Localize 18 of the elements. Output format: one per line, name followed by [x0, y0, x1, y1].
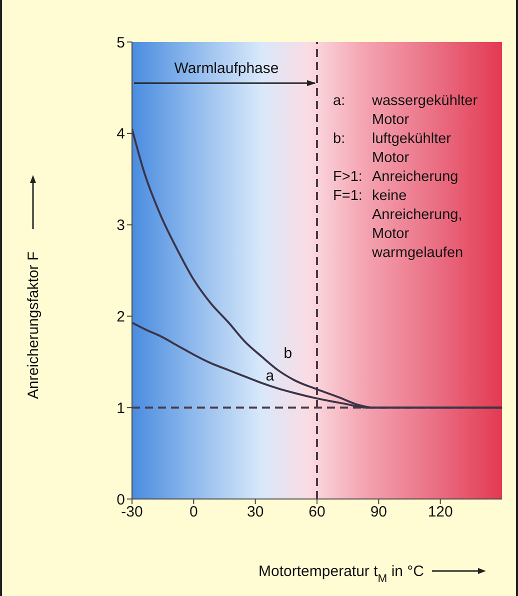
- annotation: F>1: Anreicherung: [333, 168, 460, 187]
- text: b: luftgekühlter Motor: [333, 131, 451, 166]
- x-tick-label: 30: [246, 504, 264, 521]
- x-axis-title: Motortemperatur t$_{M}$ in °C: [258, 563, 424, 585]
- y-tick-label: 3: [116, 217, 125, 234]
- y-axis-title: Anreicherungsfaktor F: [25, 251, 42, 399]
- y-tick-label: 2: [116, 308, 125, 326]
- y-tick-label: 4: [116, 126, 125, 143]
- x-tick-label: 60: [308, 504, 326, 521]
- annotation: Warmlaufphase: [174, 60, 279, 78]
- series-label: b: [284, 345, 292, 362]
- y-tick-label: 1: [116, 400, 125, 417]
- y-tick-label: 5: [116, 34, 125, 52]
- x-tick-label: 90: [370, 504, 388, 521]
- x-tick-label: 0: [189, 504, 198, 521]
- x-tick-label: 120: [428, 504, 453, 521]
- series-label: a: [266, 367, 275, 384]
- annotation: F=1: keine Anreicherung, Motor warmgelaufen: [333, 187, 464, 263]
